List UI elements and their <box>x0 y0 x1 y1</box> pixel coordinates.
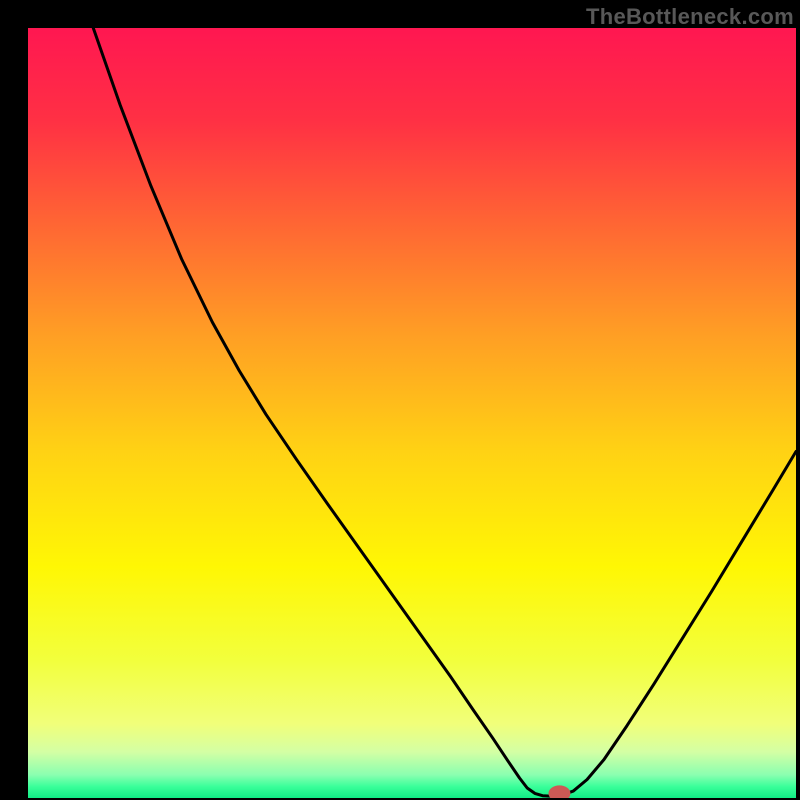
plot-svg <box>28 28 796 798</box>
watermark-text: TheBottleneck.com <box>586 4 794 30</box>
plot-area <box>28 28 796 798</box>
gradient-background <box>28 28 796 798</box>
chart-frame: TheBottleneck.com <box>0 0 800 800</box>
